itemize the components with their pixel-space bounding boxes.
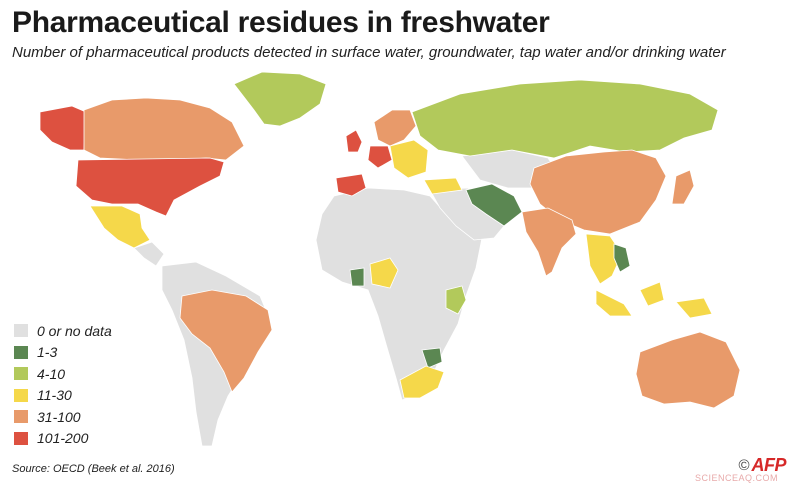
copyright-symbol: ©	[738, 457, 750, 474]
region-china	[529, 149, 667, 235]
region-turkey	[423, 177, 463, 195]
region-nigeria	[369, 257, 399, 289]
legend-label: 0 or no data	[37, 322, 112, 339]
region-greenland	[233, 71, 327, 127]
legend-swatch	[14, 345, 28, 359]
region-russia	[411, 79, 719, 159]
legend-swatch	[14, 431, 28, 445]
region-kenya	[445, 285, 467, 315]
legend-swatch	[14, 367, 28, 381]
page-title: Pharmaceutical residues in freshwater	[12, 6, 550, 39]
legend-swatch	[14, 324, 28, 338]
region-usa	[75, 157, 225, 217]
region-canada	[83, 97, 245, 161]
region-ghana	[349, 267, 365, 287]
region-japan	[671, 169, 695, 205]
region-alaska	[39, 105, 87, 151]
afp-logo: AFP	[751, 455, 787, 475]
region-iran	[465, 183, 523, 227]
region-indonesia	[595, 281, 713, 319]
region-vietnam	[613, 243, 631, 273]
region-australia	[635, 331, 741, 409]
legend-item: 0 or no data	[14, 320, 112, 342]
legend-item: 1-3	[14, 342, 112, 364]
legend-label: 4-10	[37, 365, 66, 382]
region-south-africa	[399, 365, 445, 399]
region-scandinavia	[373, 109, 417, 147]
legend-item: 101-200	[14, 428, 112, 450]
legend-swatch	[14, 410, 28, 424]
region-eastern-europe	[389, 139, 429, 179]
watermark: SCIENCEAQ.COM	[694, 473, 778, 483]
legend-swatch	[14, 388, 28, 402]
region-brazil	[179, 289, 273, 393]
region-southeast-asia	[585, 233, 623, 285]
credit: © AFP	[738, 455, 786, 476]
legend-item: 11-30	[14, 385, 112, 407]
source-note: Source: OECD (Beek et al. 2016)	[12, 463, 175, 475]
legend-item: 31-100	[14, 406, 112, 428]
legend-label: 31-100	[37, 408, 81, 425]
page-subtitle: Number of pharmaceutical products detect…	[12, 44, 726, 61]
legend-label: 1-3	[37, 344, 58, 361]
legend: 0 or no data 1-3 4-10 11-30 31-100 101-2…	[14, 320, 112, 449]
region-germany	[367, 145, 393, 169]
region-zimbabwe	[421, 347, 443, 369]
region-united-kingdom	[345, 129, 363, 153]
legend-label: 101-200	[37, 430, 89, 447]
region-spain	[335, 173, 367, 197]
legend-label: 11-30	[37, 387, 72, 404]
region-mexico	[89, 205, 151, 249]
region-central-america	[133, 241, 165, 267]
region-india	[521, 207, 577, 277]
legend-item: 4-10	[14, 363, 112, 385]
